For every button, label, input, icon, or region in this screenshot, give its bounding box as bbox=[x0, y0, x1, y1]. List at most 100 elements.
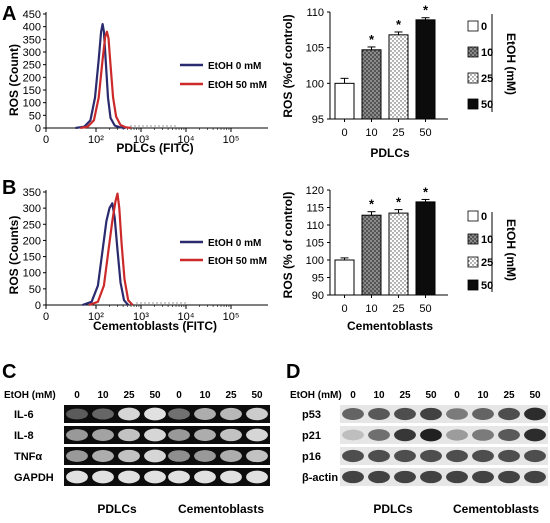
hist-b-xlabel: Cementoblasts (FITC) bbox=[93, 319, 217, 333]
hist-b-ytick-label: 100 bbox=[23, 268, 41, 280]
gel-c-band bbox=[144, 407, 166, 421]
bars-a-legend-label-10: 10 bbox=[481, 47, 493, 59]
bars-b-ylabel: ROS (% of control) bbox=[281, 192, 295, 299]
bars-a-legend-label-50: 50 bbox=[481, 99, 493, 111]
bars-a-ytick-label: 100 bbox=[306, 78, 324, 90]
blot-d-band bbox=[472, 429, 494, 441]
hist-a-ytick-label: 200 bbox=[23, 72, 41, 84]
blot-d-lane-label: 50 bbox=[529, 390, 541, 401]
blot-d-lane-label: 10 bbox=[373, 390, 385, 401]
hist-a-ytick-label: 50 bbox=[29, 110, 41, 122]
gel-c-lane-label: 50 bbox=[251, 390, 263, 401]
blot-d-band bbox=[394, 407, 416, 421]
bars-b-significance-50: * bbox=[423, 184, 429, 199]
gel-c-band bbox=[118, 407, 140, 421]
gel-c-blot-strip bbox=[64, 468, 168, 486]
hist-a-ylabel: ROS (Count) bbox=[7, 44, 21, 116]
gel-c-band bbox=[220, 407, 242, 421]
gel-c-band bbox=[246, 428, 268, 442]
hist-a-xtick-label: 0 bbox=[43, 134, 49, 146]
bars-b-legend-label-25: 25 bbox=[481, 257, 493, 269]
hist-b-xtick-label: 10³ bbox=[133, 311, 149, 323]
bars-b-xtick-label: 10 bbox=[365, 303, 377, 315]
blot-d-row-label-0: p53 bbox=[302, 409, 321, 421]
gel-c-band bbox=[92, 408, 114, 420]
gel-c-band bbox=[66, 450, 88, 462]
blot-d-band bbox=[446, 429, 468, 441]
bars-a-ytick-label: 105 bbox=[306, 43, 324, 55]
gel-c-band bbox=[92, 470, 114, 484]
blot-d-row-label-3: β-actin bbox=[302, 472, 338, 484]
gel-panel-c: EtOH (mM) 0 10 25 50 0 10 25 50 IL-6 IL-8 TNFα GAP… bbox=[4, 390, 270, 516]
bars-a-xtick-label: 10 bbox=[365, 127, 377, 139]
hist-a-ytick-label: 150 bbox=[23, 85, 41, 97]
panel-label-b: B bbox=[2, 177, 16, 199]
blot-d-band bbox=[446, 449, 468, 463]
gel-c-band bbox=[144, 470, 166, 484]
hist-a-ytick-label: 250 bbox=[23, 60, 41, 72]
gel-c-band bbox=[220, 428, 242, 442]
gel-c-lane-label: 0 bbox=[74, 390, 80, 401]
blot-d-blot-strip bbox=[444, 468, 548, 486]
gel-c-lane-label: 50 bbox=[149, 390, 161, 401]
bars-a-legend-swatch-0 bbox=[467, 20, 479, 32]
hist-a-ytick-label: 0 bbox=[35, 123, 41, 135]
histogram-b: ROS (Counts) 0 50 100 150 200 250 300 350 0 10² 1… bbox=[7, 187, 268, 333]
bars-a-significance-10: * bbox=[369, 32, 375, 47]
blot-panel-d: EtOH (mM) 0 10 25 50 0 10 25 50 p53 p21 p16 β-acti… bbox=[290, 390, 548, 516]
gel-c-blot-strip bbox=[166, 405, 270, 423]
gel-c-row-label-1: IL-8 bbox=[14, 430, 34, 442]
bars-a-significance-50: * bbox=[423, 3, 429, 18]
hist-b-legend-label-0: EtOH 0 mM bbox=[208, 238, 261, 249]
hist-b-ytick-label: 200 bbox=[23, 235, 41, 247]
gel-c-band bbox=[92, 429, 114, 441]
gel-c-band bbox=[92, 449, 114, 463]
blot-d-row-label-2: p16 bbox=[302, 451, 321, 463]
gel-c-band bbox=[66, 408, 88, 420]
bars-b-ytick-label: 115 bbox=[306, 203, 324, 215]
blot-d-blot-strip bbox=[340, 447, 444, 465]
gel-c-band bbox=[220, 449, 242, 463]
blot-d-band bbox=[524, 428, 546, 442]
bars-a-ylabel: ROS (%of control) bbox=[281, 14, 295, 117]
bars-b-ytick-label: 95 bbox=[312, 273, 324, 285]
blot-d-band bbox=[394, 428, 416, 442]
hist-a-ytick-label: 450 bbox=[23, 9, 41, 21]
hist-b-legend-label-1: EtOH 50 mM bbox=[208, 256, 267, 267]
gel-c-lane-label: 0 bbox=[176, 390, 182, 401]
blot-d-band bbox=[342, 429, 364, 441]
hist-a-xlabel: PDLCs (FITC) bbox=[116, 141, 193, 155]
blot-d-band bbox=[394, 470, 416, 484]
hist-b-ytick-label: 150 bbox=[23, 252, 41, 264]
blot-d-blot-strip bbox=[444, 426, 548, 444]
hist-b-ytick-label: 300 bbox=[23, 203, 41, 215]
blot-d-blot-strip bbox=[340, 426, 444, 444]
bars-a-bar-10 bbox=[361, 49, 382, 120]
hist-b-xtick-label: 10⁴ bbox=[178, 311, 195, 323]
blot-d-band bbox=[524, 470, 546, 484]
bars-a-bar-50 bbox=[415, 19, 436, 120]
bars-b-xtick-label: 50 bbox=[419, 303, 431, 315]
bars-b-legend-swatch-10 bbox=[467, 233, 479, 245]
blot-d-lane-label: 0 bbox=[454, 390, 460, 401]
bars-b-legend-title: EtOH (mM) bbox=[504, 219, 518, 281]
blot-d-blot-strip bbox=[340, 468, 444, 486]
panel-label-d: D bbox=[286, 361, 300, 383]
gel-c-band bbox=[246, 449, 268, 463]
blot-d-lane-label: 10 bbox=[477, 390, 489, 401]
gel-c-band bbox=[194, 450, 216, 462]
blot-d-group-label-1: Cementoblasts bbox=[453, 502, 539, 516]
hist-b-series-line-1 bbox=[88, 192, 134, 307]
bars-a-bar-25 bbox=[388, 34, 409, 120]
blot-d-band bbox=[498, 428, 520, 442]
hist-a-legend-label-0: EtOH 0 mM bbox=[208, 61, 261, 72]
bars-b-ytick-label: 100 bbox=[306, 255, 324, 267]
bars-a-legend-label-0: 0 bbox=[481, 21, 487, 33]
gel-c-band bbox=[246, 407, 268, 421]
hist-a-ytick-label: 350 bbox=[23, 34, 41, 46]
blot-d-band bbox=[446, 408, 468, 420]
bars-b-xtick-label: 0 bbox=[341, 303, 347, 315]
gel-c-band bbox=[194, 470, 216, 484]
blot-d-band bbox=[524, 407, 546, 421]
